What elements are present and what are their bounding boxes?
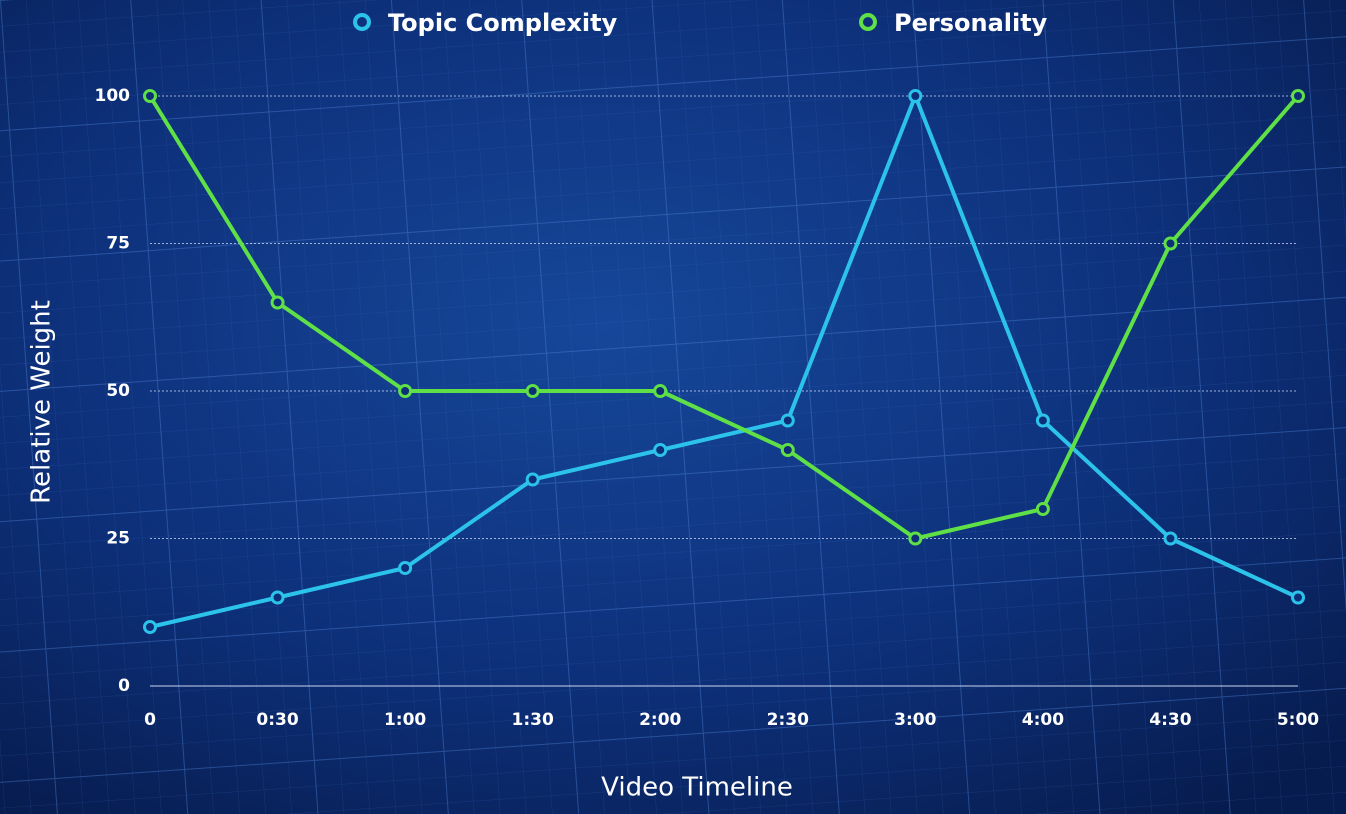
data-point: [143, 620, 157, 634]
data-point: [143, 89, 157, 103]
data-point: [1291, 89, 1305, 103]
data-point: [525, 472, 540, 487]
data-point: [653, 384, 668, 398]
data-point: [908, 89, 923, 103]
data-point: [780, 443, 795, 457]
data-point: [908, 531, 923, 546]
data-point: [398, 561, 413, 575]
y-tick-label: 0: [118, 676, 130, 696]
legend-label: Topic Complexity: [388, 9, 618, 37]
y-tick-label: 75: [106, 234, 130, 254]
data-point: [780, 413, 795, 428]
x-tick-label: 1:00: [384, 710, 426, 730]
x-axis-title: Video Timeline: [601, 773, 793, 803]
legend-marker: [353, 13, 371, 31]
series-line: [149, 94, 1299, 629]
data-point: [1163, 236, 1178, 251]
y-tick-label: 100: [95, 86, 131, 106]
x-tick-label: 5:00: [1277, 710, 1319, 730]
legend-marker: [859, 13, 877, 31]
x-tick-label: 4:30: [1149, 710, 1191, 730]
x-tick-label: 1:30: [512, 710, 554, 730]
x-tick-label: 2:00: [639, 710, 681, 730]
x-tick-label: 4:00: [1022, 710, 1064, 730]
data-point: [1035, 413, 1050, 428]
legend-label: Personality: [894, 9, 1048, 37]
data-point: [1163, 531, 1178, 546]
data-point: [1035, 502, 1050, 516]
data-point: [1291, 590, 1305, 605]
x-tick-label: 3:00: [894, 710, 936, 730]
y-tick-label: 25: [106, 529, 130, 549]
y-tick-label: 50: [106, 381, 130, 401]
x-tick-label: 2:30: [767, 710, 809, 730]
y-axis-title: Relative Weight: [27, 300, 57, 504]
data-point: [525, 384, 540, 398]
data-point: [398, 384, 413, 398]
x-tick-label: 0:30: [256, 710, 298, 730]
x-tick-label: 0: [144, 710, 156, 730]
data-point: [270, 295, 285, 310]
data-point: [270, 590, 285, 605]
data-point: [653, 443, 668, 457]
series-line: [148, 94, 1300, 541]
